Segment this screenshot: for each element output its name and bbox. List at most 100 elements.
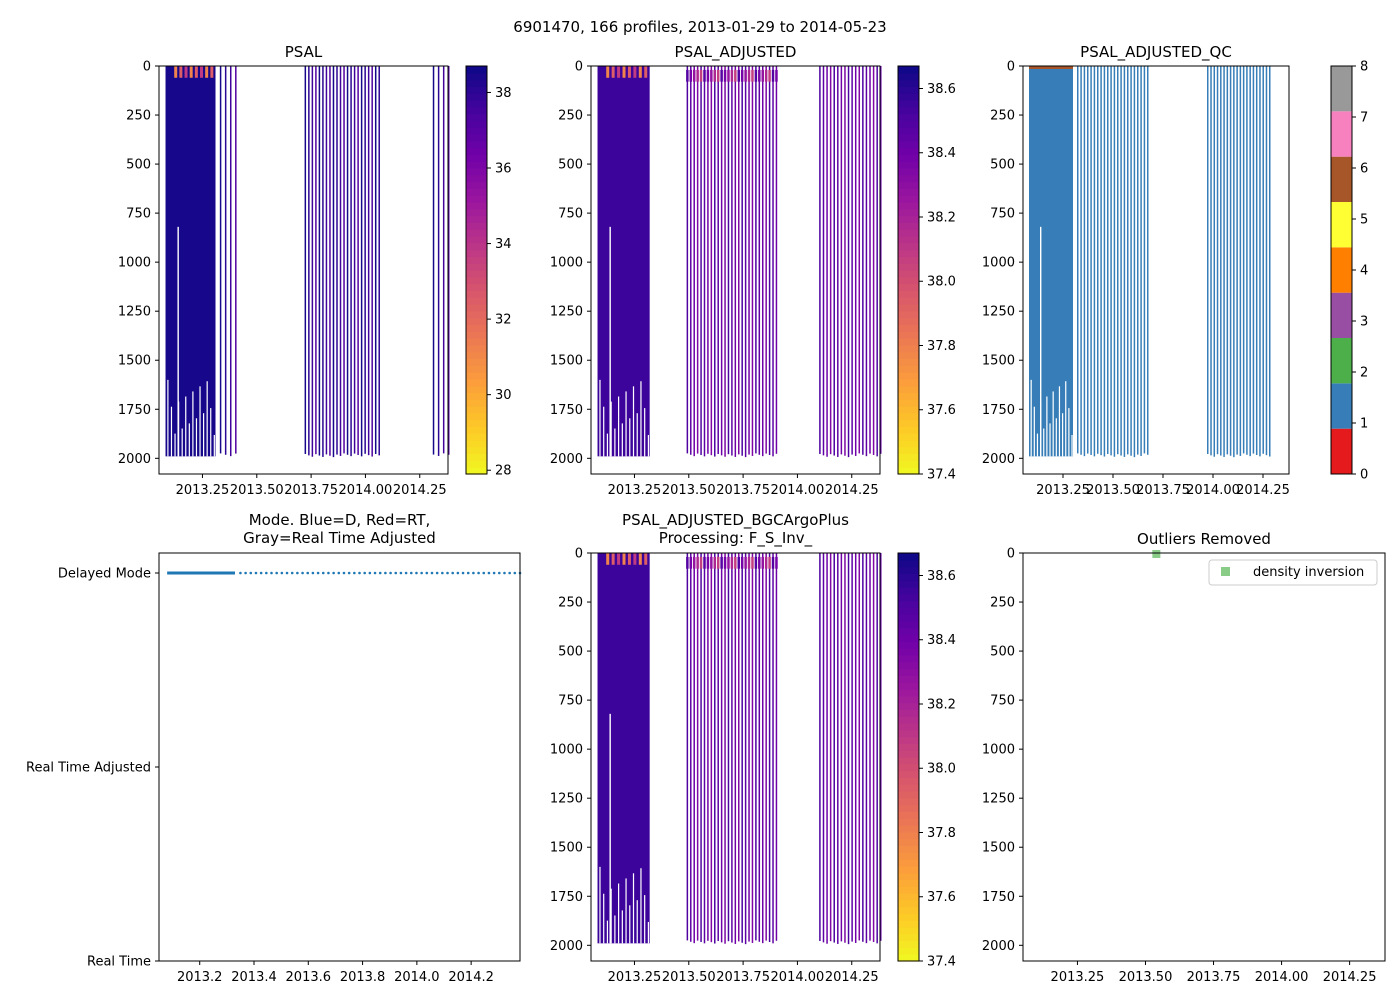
bgc-profile-surface	[723, 556, 727, 569]
psal-frame	[158, 65, 449, 475]
mode-point	[337, 571, 341, 575]
psal_adjusted_qc-frame	[1022, 65, 1290, 475]
bgc-profile-surface	[740, 556, 744, 569]
psal_adjusted_qc-colorbar-label: 7	[1360, 111, 1368, 126]
psal-xtick-label: 2014.25	[393, 483, 447, 498]
bgc-profile	[851, 553, 853, 942]
psal_adjusted-profile-surface	[706, 69, 710, 82]
psal-profile	[378, 66, 380, 456]
psal_adjusted_qc-profile	[1242, 66, 1245, 454]
psal_adjusted-colorbar-segment	[898, 453, 919, 461]
bgc-profile-gap	[636, 900, 638, 944]
psal_adjusted-xtick-label: 2013.75	[716, 483, 770, 498]
bgc-profile-surface	[686, 556, 689, 569]
psal-surface-accent	[189, 66, 193, 78]
psal_adjusted_qc-colorbar-label: 6	[1360, 162, 1368, 177]
bgc-profile	[775, 553, 778, 941]
psal-colorbar-segment	[466, 263, 487, 271]
bgc-profile-surface	[764, 556, 768, 569]
psal_adjusted-colorbar-label: 38.0	[927, 275, 956, 290]
psal_adjusted-colorbar-segment	[898, 236, 919, 244]
psal-colorbar-segment	[466, 242, 487, 251]
psal-profile	[364, 66, 366, 454]
psal_adjusted-profile-gap	[644, 408, 646, 457]
psal_adjusted-colorbar-segment	[898, 433, 919, 441]
psal_adjusted-colorbar-segment	[898, 372, 919, 380]
bgc-ytick-label: 750	[558, 694, 583, 709]
psal_adjusted-profile	[858, 66, 861, 454]
bgc-title: PSAL_ADJUSTED_BGCArgoPlus	[622, 511, 849, 530]
bgc-profile-gap	[625, 878, 627, 944]
bgc-profile-gap	[606, 920, 609, 944]
psal-profile-gap	[174, 433, 176, 457]
psal_adjusted-colorbar-segment	[898, 446, 919, 455]
bgc-profile	[826, 553, 828, 944]
psal-ytick-label: 1500	[118, 354, 151, 369]
psal_adjusted_qc-profile-gap	[1062, 413, 1064, 457]
psal_adjusted-profile	[837, 66, 839, 457]
psal-profile	[308, 66, 310, 456]
bgc-colorbar-segment	[898, 736, 919, 744]
psal_adjusted_qc-profile-gap	[1040, 226, 1042, 457]
bgc-colorbar-segment	[898, 818, 919, 826]
psal-profile-gap	[203, 413, 205, 457]
psal_adjusted-xtick-label: 2014.00	[771, 483, 825, 498]
psal_adjusted_qc-profile	[1083, 66, 1086, 457]
bgc-colorbar-segment	[898, 593, 919, 602]
bgc-colorbar-segment	[898, 947, 919, 955]
psal_adjusted-profile	[758, 66, 761, 455]
psal_adjusted_qc-profile-gap	[1058, 386, 1061, 457]
psal_adjusted-ytick-label: 1250	[550, 305, 583, 320]
psal-xtick-label: 2013.50	[230, 483, 284, 498]
psal_adjusted-colorbar-segment	[898, 290, 919, 298]
psal-ytick-label: 2000	[118, 452, 151, 467]
psal_adjusted-profile	[775, 66, 778, 454]
psal-xtick-label: 2013.75	[284, 483, 338, 498]
mode-point	[332, 571, 335, 575]
psal-colorbar-segment	[466, 229, 487, 237]
psal_adjusted-colorbar-segment	[898, 426, 919, 434]
psal_adjusted-colorbar-segment	[898, 351, 919, 359]
bgc-profile-surface	[720, 556, 723, 569]
psal_adjusted_qc-colorbar-segment	[1331, 156, 1352, 202]
psal_adjusted-profile	[862, 66, 864, 455]
bgc-profile	[869, 553, 871, 941]
psal_adjusted-profile	[720, 66, 723, 456]
psal_adjusted_qc-colorbar-label: 2	[1360, 366, 1368, 381]
psal-surface-accent	[205, 66, 209, 78]
psal-colorbar-segment	[466, 100, 487, 108]
mode-point	[311, 571, 315, 575]
psal_adjusted-colorbar-segment	[898, 229, 919, 237]
mode-ytick-label: Delayed Mode	[58, 567, 151, 582]
psal_adjusted-colorbar-frame	[897, 65, 920, 475]
bgc-colorbar-segment	[898, 668, 919, 676]
psal_adjusted-colorbar-segment	[898, 127, 919, 135]
bgc-profile	[686, 553, 689, 941]
psal-colorbar-segment	[466, 215, 487, 223]
psal_adjusted_qc-colorbar-segment	[1331, 247, 1352, 293]
psal_adjusted-profile	[724, 66, 726, 457]
psal_adjusted_qc-ytick-label: 1750	[982, 403, 1015, 418]
psal_adjusted-colorbar-label: 38.4	[927, 146, 956, 161]
psal-profile	[346, 66, 349, 455]
bgc-colorbar-segment	[898, 634, 919, 642]
psal_adjusted-colorbar-segment	[898, 215, 919, 223]
psal-colorbar-segment	[466, 249, 487, 257]
psal_adjusted-colorbar-segment	[898, 174, 919, 183]
bgc-colorbar-label: 38.2	[927, 697, 956, 712]
bgc-profile	[703, 553, 706, 944]
mode-title-line2: Gray=Real Time Adjusted	[243, 529, 436, 547]
psal_adjusted-profile-gap	[609, 226, 611, 457]
bgc-colorbar-segment	[898, 709, 919, 717]
bgc-colorbar-frame	[897, 552, 920, 962]
psal-ytick-label: 0	[143, 60, 151, 75]
psal_adjusted_qc-profile-gap	[1068, 408, 1070, 457]
bgc-colorbar-segment	[898, 933, 919, 942]
psal_adjusted-colorbar-segment	[898, 344, 919, 353]
psal_adjusted-profile	[840, 66, 843, 455]
bgc-profile-surface	[734, 556, 737, 569]
psal-colorbar-segment	[466, 372, 487, 380]
bgc-profile	[844, 553, 846, 943]
psal-ytick-label: 250	[126, 109, 151, 124]
bgc-colorbar-label: 37.8	[927, 826, 956, 841]
